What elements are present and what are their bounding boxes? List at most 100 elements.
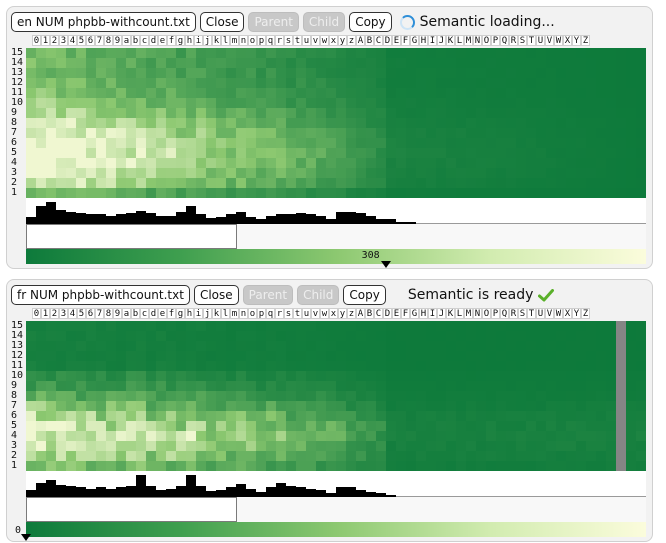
heatmap-cell[interactable] (496, 78, 506, 88)
heatmap-cell[interactable] (56, 178, 66, 188)
heatmap-cell[interactable] (26, 158, 36, 168)
heatmap-cell[interactable] (426, 331, 436, 341)
heatmap-cell[interactable] (496, 68, 506, 78)
heatmap-cell[interactable] (366, 118, 376, 128)
heatmap-cell[interactable] (626, 451, 636, 461)
heatmap-cell[interactable] (486, 431, 496, 441)
heatmap-cell[interactable] (336, 168, 346, 178)
heatmap-cell[interactable] (496, 108, 506, 118)
heatmap-cell[interactable] (146, 391, 156, 401)
heatmap-cell[interactable] (186, 401, 196, 411)
heatmap-cell[interactable] (26, 148, 36, 158)
heatmap-cell[interactable] (226, 148, 236, 158)
heatmap-cell[interactable] (476, 411, 486, 421)
heatmap-cell[interactable] (136, 341, 146, 351)
heatmap-cell[interactable] (456, 78, 466, 88)
heatmap-cell[interactable] (86, 118, 96, 128)
heatmap-cell[interactable] (66, 371, 76, 381)
column-header-cell[interactable]: r (275, 308, 284, 319)
heatmap-cell[interactable] (126, 381, 136, 391)
heatmap-cell[interactable] (326, 461, 336, 471)
heatmap-cell[interactable] (466, 168, 476, 178)
heatmap-cell[interactable] (566, 321, 576, 331)
heatmap-cell[interactable] (136, 158, 146, 168)
heatmap-cell[interactable] (256, 421, 266, 431)
heatmap-cell[interactable] (116, 108, 126, 118)
heatmap-cell[interactable] (546, 431, 556, 441)
heatmap-cell[interactable] (126, 391, 136, 401)
heatmap-cell[interactable] (106, 321, 116, 331)
heatmap-cell[interactable] (156, 108, 166, 118)
heatmap-cell[interactable] (376, 371, 386, 381)
heatmap-cell[interactable] (366, 158, 376, 168)
heatmap-cell[interactable] (156, 341, 166, 351)
heatmap-cell[interactable] (526, 461, 536, 471)
heatmap-cell[interactable] (196, 178, 206, 188)
heatmap-cell[interactable] (446, 361, 456, 371)
heatmap-cell[interactable] (86, 371, 96, 381)
heatmap-cell[interactable] (276, 431, 286, 441)
heatmap-cell[interactable] (596, 371, 606, 381)
heatmap-cell[interactable] (86, 451, 96, 461)
heatmap-cell[interactable] (556, 118, 566, 128)
heatmap-cell[interactable] (276, 381, 286, 391)
column-header-cell[interactable]: 4 (68, 35, 77, 46)
heatmap-cell[interactable] (546, 461, 556, 471)
heatmap-cell[interactable] (26, 48, 36, 58)
heatmap-cell[interactable] (156, 128, 166, 138)
heatmap-cell[interactable] (586, 188, 596, 198)
heatmap-cell[interactable] (296, 371, 306, 381)
heatmap-cell[interactable] (466, 88, 476, 98)
column-header-cell[interactable]: X (563, 308, 572, 319)
heatmap-cell[interactable] (256, 78, 266, 88)
heatmap-cell[interactable] (246, 178, 256, 188)
heatmap-cell[interactable] (236, 451, 246, 461)
heatmap-cell[interactable] (166, 351, 176, 361)
heatmap-cell[interactable] (306, 421, 316, 431)
heatmap-cell[interactable] (576, 331, 586, 341)
heatmap-cell[interactable] (436, 138, 446, 148)
heatmap-cell[interactable] (576, 48, 586, 58)
heatmap-cell[interactable] (166, 108, 176, 118)
heatmap-cell[interactable] (86, 188, 96, 198)
heatmap-cell[interactable] (506, 68, 516, 78)
heatmap-cell[interactable] (246, 321, 256, 331)
heatmap-cell[interactable] (86, 361, 96, 371)
heatmap-cell[interactable] (336, 321, 346, 331)
heatmap-cell[interactable] (316, 331, 326, 341)
heatmap-cell[interactable] (516, 441, 526, 451)
heatmap-cell[interactable] (556, 68, 566, 78)
heatmap-cell[interactable] (366, 58, 376, 68)
heatmap-cell[interactable] (256, 371, 266, 381)
heatmap-cell[interactable] (396, 331, 406, 341)
heatmap-cell[interactable] (196, 148, 206, 158)
heatmap-cell[interactable] (236, 401, 246, 411)
heatmap-cell[interactable] (116, 118, 126, 128)
heatmap-cell[interactable] (546, 421, 556, 431)
heatmap-cell[interactable] (326, 128, 336, 138)
heatmap-cell[interactable] (586, 78, 596, 88)
heatmap-cell[interactable] (406, 381, 416, 391)
heatmap-cell[interactable] (276, 128, 286, 138)
heatmap-cell[interactable] (46, 118, 56, 128)
heatmap-cell[interactable] (96, 341, 106, 351)
heatmap-cell[interactable] (56, 48, 66, 58)
heatmap-cell[interactable] (316, 361, 326, 371)
heatmap-cell[interactable] (26, 88, 36, 98)
heatmap-cell[interactable] (136, 98, 146, 108)
heatmap-cell[interactable] (406, 98, 416, 108)
heatmap-cell[interactable] (536, 48, 546, 58)
heatmap-cell[interactable] (386, 58, 396, 68)
heatmap-cell[interactable] (276, 118, 286, 128)
heatmap-cell[interactable] (116, 58, 126, 68)
heatmap-cell[interactable] (466, 341, 476, 351)
heatmap-cell[interactable] (246, 371, 256, 381)
heatmap-cell[interactable] (636, 421, 646, 431)
column-header-cell[interactable]: b (131, 35, 140, 46)
heatmap-cell[interactable] (286, 78, 296, 88)
file-title-button[interactable]: fr NUM phpbb-withcount.txt (11, 285, 190, 305)
heatmap-cell[interactable] (526, 321, 536, 331)
heatmap-cell[interactable] (586, 168, 596, 178)
heatmap-cell[interactable] (426, 48, 436, 58)
heatmap-cell[interactable] (106, 441, 116, 451)
